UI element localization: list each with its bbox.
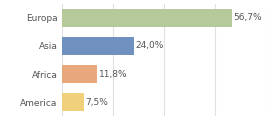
Text: 11,8%: 11,8%: [99, 70, 127, 79]
Bar: [62, 9, 232, 27]
Bar: [62, 93, 84, 111]
Text: 24,0%: 24,0%: [135, 41, 164, 50]
Bar: [62, 37, 134, 55]
Text: 56,7%: 56,7%: [234, 13, 262, 22]
Bar: [62, 65, 97, 83]
Text: 7,5%: 7,5%: [86, 98, 109, 107]
